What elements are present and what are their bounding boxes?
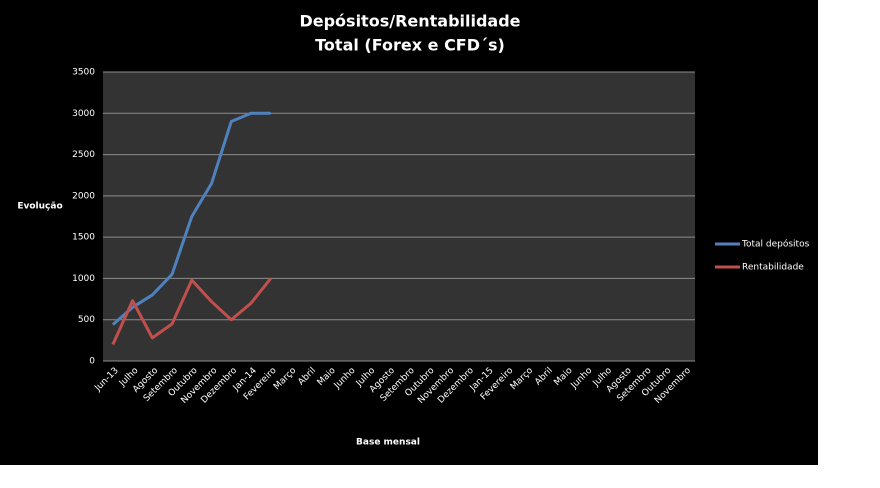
legend-label: Rentabilidade (742, 263, 804, 273)
y-tick-label: 2000 (72, 191, 95, 201)
chart-subtitle: Total (Forex e CFD´s) (315, 36, 505, 55)
plot-area (103, 72, 695, 361)
legend-label: Total depósitos (741, 239, 810, 250)
y-tick-label: 500 (78, 315, 95, 325)
y-tick-label: 3000 (72, 109, 95, 119)
series-line (111, 111, 271, 326)
y-tick-label: 1000 (72, 274, 95, 284)
chart-title: Depósitos/Rentabilidade (299, 12, 520, 31)
y-tick-label: 2500 (72, 150, 95, 160)
x-axis-label: Base mensal (356, 438, 420, 448)
y-axis-label: Evolução (17, 202, 62, 212)
series-line (111, 277, 272, 346)
y-tick-label: 0 (89, 357, 95, 367)
y-tick-label: 3500 (72, 68, 95, 78)
y-tick-label: 1500 (72, 233, 95, 243)
